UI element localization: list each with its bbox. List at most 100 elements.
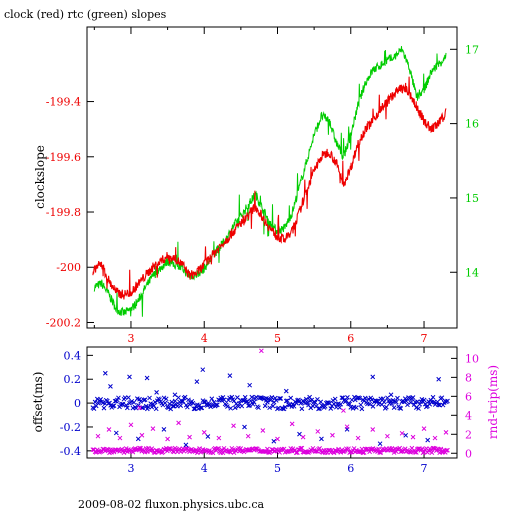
round-trip-point — [300, 434, 306, 440]
offset-band-point — [220, 395, 226, 400]
offset-band-point — [190, 400, 196, 406]
bottom-y-tick-label: -0.2 — [60, 421, 81, 434]
offset-band-point — [251, 399, 257, 405]
offset-band-point — [330, 398, 336, 403]
bottom-y2-tick-label: 0 — [465, 447, 472, 460]
offset-band-point — [131, 400, 137, 405]
offset-point — [161, 427, 167, 432]
top-y-tick-labels: -200.2 -200 -199.8 -199.6 -199.4 — [46, 96, 81, 330]
offset-band-point — [191, 406, 197, 412]
offset-band-point — [101, 405, 107, 411]
round-trip-point — [421, 426, 427, 431]
round-trip-point — [137, 405, 143, 411]
offset-band-point — [123, 402, 129, 408]
offset-band-point — [405, 402, 410, 408]
offset-band-point — [402, 396, 408, 401]
top-y-tick-label: -200 — [56, 261, 81, 274]
offset-band-point — [362, 395, 368, 401]
round-trip-point — [275, 436, 280, 442]
round-trip-band-point — [399, 448, 405, 454]
offset-band-point — [312, 400, 318, 405]
bottom-plot-frame — [86, 346, 458, 459]
offset-band-point — [242, 394, 248, 400]
offset-band-point — [243, 399, 249, 405]
bottom-y2-axis-label: rnd-trip(ms) — [486, 365, 500, 439]
round-trip-point — [139, 432, 145, 438]
offset-band-point — [120, 401, 126, 407]
offset-band-point — [299, 406, 305, 412]
offset-point — [135, 436, 141, 442]
offset-band-point — [232, 405, 238, 411]
round-trip-band-point — [265, 446, 270, 452]
round-trip-band-point — [445, 447, 450, 453]
offset-point — [183, 442, 189, 448]
offset-point — [319, 436, 324, 442]
offset-band-point — [278, 396, 284, 401]
top-y2-tick-labels: 14 15 16 17 — [465, 43, 479, 279]
rtc-slope-series-line — [93, 46, 447, 317]
bottom-x-tick-label: 5 — [274, 462, 281, 475]
offset-band-point — [208, 404, 214, 410]
bottom-y-tick-label: 0.2 — [64, 373, 82, 386]
offset-point — [144, 375, 150, 381]
offset-band-point — [272, 395, 278, 401]
offset-band-point — [153, 406, 159, 412]
bottom-y2-tick-label: 6 — [465, 390, 472, 403]
offset-point — [377, 441, 383, 447]
round-trip-band-point — [247, 447, 252, 453]
offset-band-point — [213, 402, 219, 408]
bottom-x-tick-label: 4 — [201, 462, 208, 475]
offset-band-point — [305, 400, 310, 405]
bottom-x-tick-label: 3 — [127, 462, 134, 475]
offset-band-point — [288, 395, 294, 401]
offset-point — [172, 392, 178, 398]
round-trip-band-point — [390, 447, 396, 453]
offset-band-point — [416, 406, 421, 411]
offset-point — [108, 384, 113, 389]
offset-band-point — [169, 399, 175, 405]
top-plot-frame — [86, 26, 458, 329]
top-y-tick-label: -199.4 — [46, 96, 81, 109]
offset-band-point — [398, 406, 404, 411]
offset-band-point — [328, 406, 334, 411]
offset-point — [205, 434, 211, 439]
offset-band-point — [96, 400, 101, 406]
bottom-x-tick-label: 7 — [421, 462, 428, 475]
offset-band-point — [147, 395, 152, 401]
round-trip-band-point — [130, 449, 136, 455]
offset-band-point — [283, 398, 289, 404]
offset-band-point — [202, 399, 208, 405]
top-y2-tick-label: 15 — [465, 192, 479, 205]
offset-point — [425, 437, 431, 443]
offset-band-point — [152, 399, 158, 405]
round-trip-band-point — [402, 446, 408, 452]
round-trip-band-point — [299, 445, 305, 451]
offset-point — [271, 438, 277, 444]
offset-band-point — [170, 403, 176, 409]
offset-band-point — [370, 403, 376, 409]
offset-band-point — [112, 398, 118, 404]
offset-point — [227, 373, 233, 378]
offset-point — [388, 392, 394, 398]
round-trip-point — [216, 435, 222, 441]
offset-band-point — [287, 402, 292, 408]
offset-band-point — [246, 403, 251, 409]
round-trip-band-point — [444, 448, 449, 453]
offset-band-point — [174, 403, 180, 409]
offset-band-point — [337, 405, 342, 410]
offset-point — [113, 430, 119, 436]
offset-point — [370, 374, 376, 380]
offset-point — [127, 374, 132, 380]
top-y-tick-label: -199.6 — [46, 151, 81, 164]
bottom-y-axis-label: offset(ms) — [31, 372, 45, 433]
offset-band-point — [268, 397, 274, 403]
offset-band-point — [353, 405, 359, 410]
offset-band-point — [291, 403, 297, 409]
offset-band-point — [282, 404, 288, 410]
bottom-y2-tick-label: 10 — [465, 352, 479, 365]
round-trip-band-point — [429, 450, 435, 456]
round-trip-band-point — [210, 450, 216, 456]
offset-point — [194, 379, 200, 384]
offset-band-point — [265, 399, 270, 405]
